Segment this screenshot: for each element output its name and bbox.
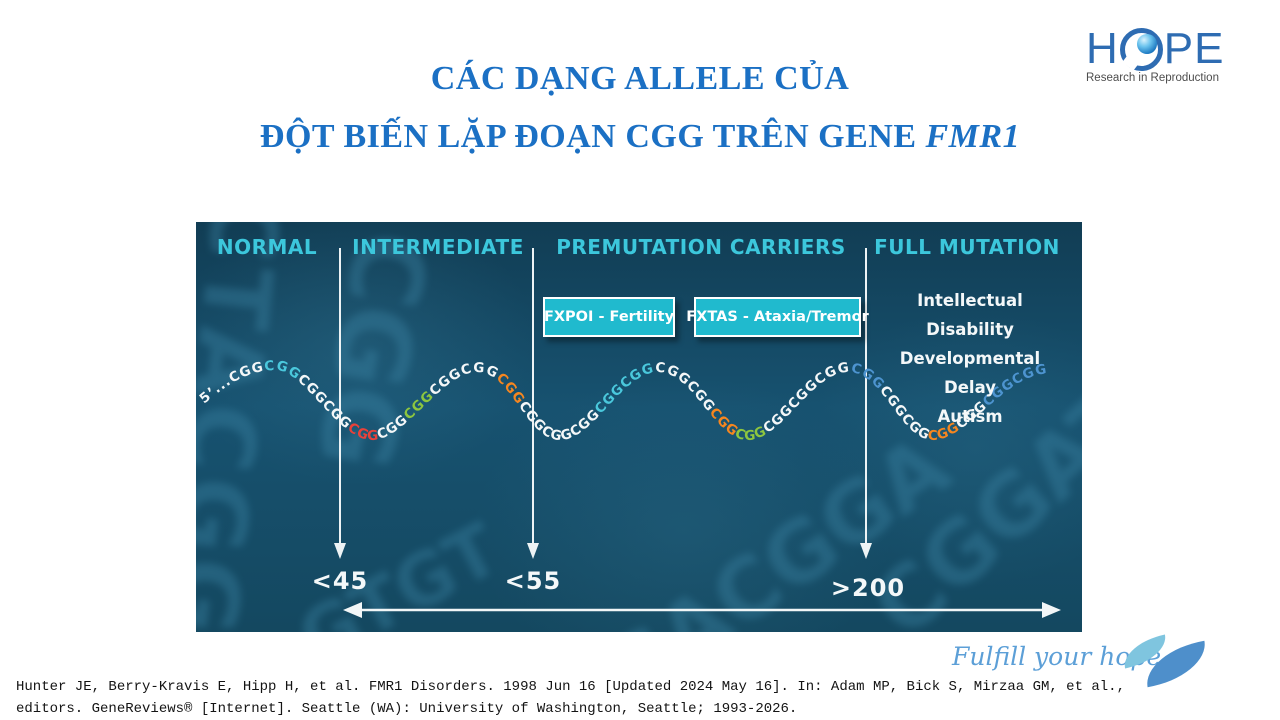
left-arrowhead-icon: [343, 602, 362, 618]
down-arrowhead-icon-3: [860, 543, 872, 559]
effect-developmental-delay: Developmental Delay: [899, 349, 1041, 397]
right-arrowhead-icon: [1042, 602, 1061, 618]
fxtas-box: FXTAS - Ataxia/Tremor: [686, 297, 869, 337]
hope-eye-icon: [1119, 27, 1163, 71]
fxpoi-box: FXPOI - Fertility: [543, 297, 675, 337]
full-mutation-effects: Intellectual Disability Developmental De…: [872, 286, 1068, 431]
down-arrowhead-icon-2: [527, 543, 539, 559]
page-title-line2: ĐỘT BIẾN LẶP ĐOẠN CGG TRÊN GENE FMR1: [0, 118, 1280, 156]
citation: Hunter JE, Berry-Kravis E, Hipp H, et al…: [16, 676, 1276, 720]
boundary-under-45: <45: [311, 567, 369, 595]
allele-diagram: CTACGG CGG GTGT GACGGA CGGAT NORMAL INTERMED…: [196, 222, 1082, 632]
down-arrowhead-icon-1: [334, 543, 346, 559]
page-title-line1: CÁC DẠNG ALLELE CỦA: [430, 60, 850, 97]
category-normal: NORMAL: [216, 235, 318, 259]
hope-logo-wordmark: H PE: [1086, 24, 1236, 73]
divider-lines: [339, 248, 867, 544]
category-intermediate: INTERMEDIATE: [352, 235, 524, 259]
effect-autism: Autism: [937, 407, 1003, 426]
citation-line2: editors. GeneReviews® [Internet]. Seattl…: [16, 701, 798, 717]
boundary-under-55: <55: [504, 567, 562, 595]
category-full-mutation: FULL MUTATION: [874, 235, 1060, 259]
effect-intellectual-disability: Intellectual Disability: [917, 291, 1023, 339]
logo-tagline: Research in Reproduction: [1086, 72, 1219, 84]
hope-logo: H PE Research in Reproduction: [1086, 24, 1236, 84]
logo-letter-h: H: [1086, 24, 1119, 73]
boundary-over-200: >200: [830, 574, 906, 602]
category-premutation-carriers: PREMUTATION CARRIERS: [556, 235, 846, 259]
eye-ball-icon: [1136, 33, 1157, 54]
gene-name-italic: FMR1: [925, 118, 1021, 155]
citation-line1: Hunter JE, Berry-Kravis E, Hipp H, et al…: [16, 679, 1125, 695]
repeat-range-arrow: [343, 602, 1061, 618]
logo-letters-pe: PE: [1163, 24, 1225, 73]
title-line2-text: ĐỘT BIẾN LẶP ĐOẠN CGG TRÊN GENE: [259, 118, 926, 155]
slogan: Fulfill your hope: [952, 642, 1162, 671]
down-arrowheads: [334, 543, 872, 559]
diagram-graphics: 5’...CGGCGGCGGCGGCGGCGGCGGCGGCGGCGGCGGCG…: [196, 222, 1061, 618]
